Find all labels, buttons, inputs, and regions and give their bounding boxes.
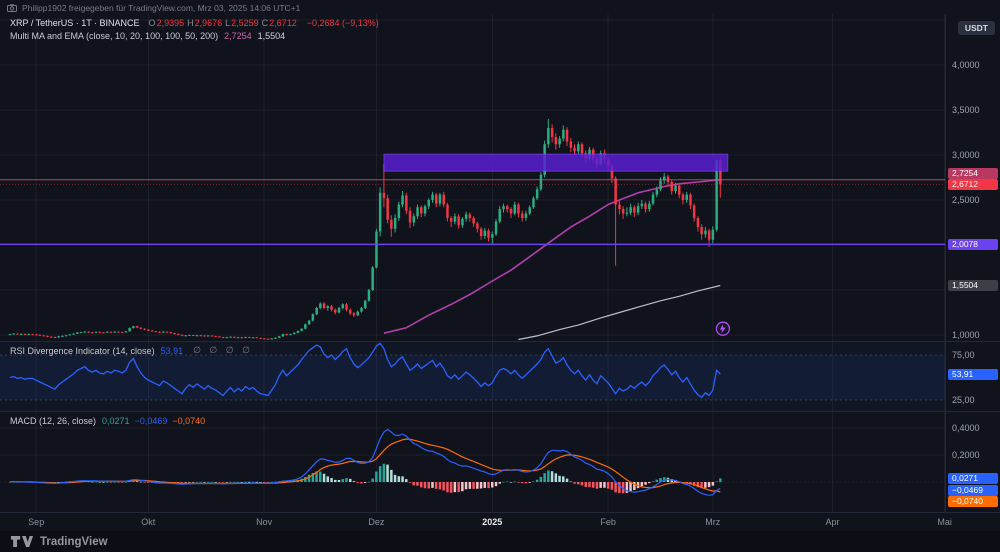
macd-badge: −0,0740 [948,495,998,507]
price-tick: 1,0000 [952,330,980,340]
macd-line [9,428,721,496]
tradingview-brand-text[interactable]: TradingView [40,535,108,548]
resistance-zone[interactable] [383,153,729,172]
ma-gray-line [518,284,721,341]
rsi-indicator-title: RSI Divergence Indicator (14, close) [10,345,155,356]
macd-indicator-title: MACD (12, 26, close) [10,415,97,426]
time-label-Apr: Apr [825,517,840,527]
macd-hist-pos-grow [12,463,722,483]
rsi-badge: 53,91 [948,368,998,380]
rsi-tick: 25,00 [952,395,975,405]
attribution-bar: Philipp1902 freigegeben für TradingView.… [0,0,1000,15]
ma-value: 2,7254 [224,30,252,41]
currency-toggle-usdt[interactable]: USDT [957,21,995,35]
rsi-legend: RSI Divergence Indicator (14, close) 53,… [10,344,253,357]
tradingview-logo-icon[interactable] [10,535,34,548]
ohlc-value: 2,9395 [156,17,185,28]
price-badge: 2,7254 [948,168,998,180]
macd-badge: −0,0469 [948,484,998,496]
ohlc-value: 2,9676 [194,17,223,28]
time-label-Okt: Okt [141,517,156,527]
rsi-indicator-extras: ∅ ∅ ∅ ∅ [193,345,253,355]
lightning-icon [719,324,726,334]
price-axis[interactable]: 4,0000 3,5000 3,0000 2,5000 1,0000 75,00 25,00… [945,14,1000,512]
ohlc-values: O2,9395 H2,9676 L2,5259 C2,6712 [146,18,297,28]
grid [0,14,945,512]
time-label-Feb: Feb [600,517,616,527]
rsi-tick: 75,00 [952,350,975,360]
macd-hist-neg-grow [8,482,703,494]
change-value: −0,2684 (−9,13%) [306,17,379,28]
rsi-line [9,342,721,399]
macd-value: −0,0469 [134,415,168,426]
macd-legend: MACD (12, 26, close) 0,0271 −0,0469 −0,074… [10,414,210,427]
ma-indicator-values: 2,7254 1,5504 [224,31,291,41]
time-label-Sep: Sep [28,517,45,527]
price-badge: 2,6712 [948,179,998,191]
rsi-pane[interactable] [9,342,721,399]
main-legend: XRP / TetherUS · 1T · BINANCE O2,9395 H2,… [10,16,379,42]
ohlc-value: 2,5259 [231,17,259,28]
macd-indicator-values: 0,0271 −0,0469 −0,0740 [102,416,210,426]
symbol-title: XRP / TetherUS · 1T · BINANCE [10,17,140,28]
ma-indicator-title: Multi MA and EMA (close, 10, 20, 100, 10… [10,30,219,41]
macd-badge: 0,0271 [948,472,998,484]
pane-separator-rsi[interactable] [0,341,1000,342]
attribution-text: Philipp1902 freigegeben für TradingView.… [22,2,301,13]
time-label-Mai: Mai [937,517,952,527]
ma-value: 1,5504 [257,30,286,41]
up-wicks [9,119,718,340]
rsi-pane-bg [0,341,945,411]
ohlc-value: 2,6712 [269,17,297,28]
pane-separator-macd[interactable] [0,411,1000,412]
macd-tick: 0,2000 [952,450,980,460]
time-label-Dez: Dez [368,517,385,527]
ohlc-key: L [225,17,231,28]
time-label-Nov: Nov [256,517,273,527]
time-label-2025: 2025 [482,517,503,527]
price-pane[interactable] [0,119,945,341]
rsi-legend-row[interactable]: RSI Divergence Indicator (14, close) 53,… [10,344,253,357]
symbol-legend-row[interactable]: XRP / TetherUS · 1T · BINANCE O2,9395 H2,… [10,16,379,29]
macd-tick: 0,4000 [952,423,980,433]
macd-value: −0,0740 [172,415,206,426]
price-tick: 3,0000 [952,150,980,160]
price-chart-svg[interactable] [0,14,945,512]
camera-icon [7,3,17,12]
macd-legend-row[interactable]: MACD (12, 26, close) 0,0271 −0,0469 −0,074… [10,414,210,427]
macd-pane[interactable] [8,428,722,496]
price-tick: 4,0000 [952,60,980,70]
time-label-Mrz: Mrz [705,517,721,527]
rsi-indicator-value: 53,91 [160,345,184,356]
ma-legend-row[interactable]: Multi MA and EMA (close, 10, 20, 100, 10… [10,29,379,42]
ohlc-key: H [187,17,194,28]
footer-bar: TradingView [0,531,1000,552]
price-tick: 3,5000 [952,105,980,115]
price-tick: 2,5000 [952,195,980,205]
price-badge: 1,5504 [948,280,998,291]
ohlc-key: C [261,17,269,28]
chart-canvas[interactable] [0,14,945,512]
macd-value: 0,0271 [102,415,130,426]
macd-signal-line [10,438,721,493]
ohlc-key: O [148,17,156,28]
ma-pink-line [383,178,721,334]
up-candle-bodies [8,128,718,340]
price-badge: 2,0078 [948,238,998,250]
time-axis[interactable]: Sep Okt Nov Dez 2025 Feb Mrz Apr Mai [0,512,1000,532]
